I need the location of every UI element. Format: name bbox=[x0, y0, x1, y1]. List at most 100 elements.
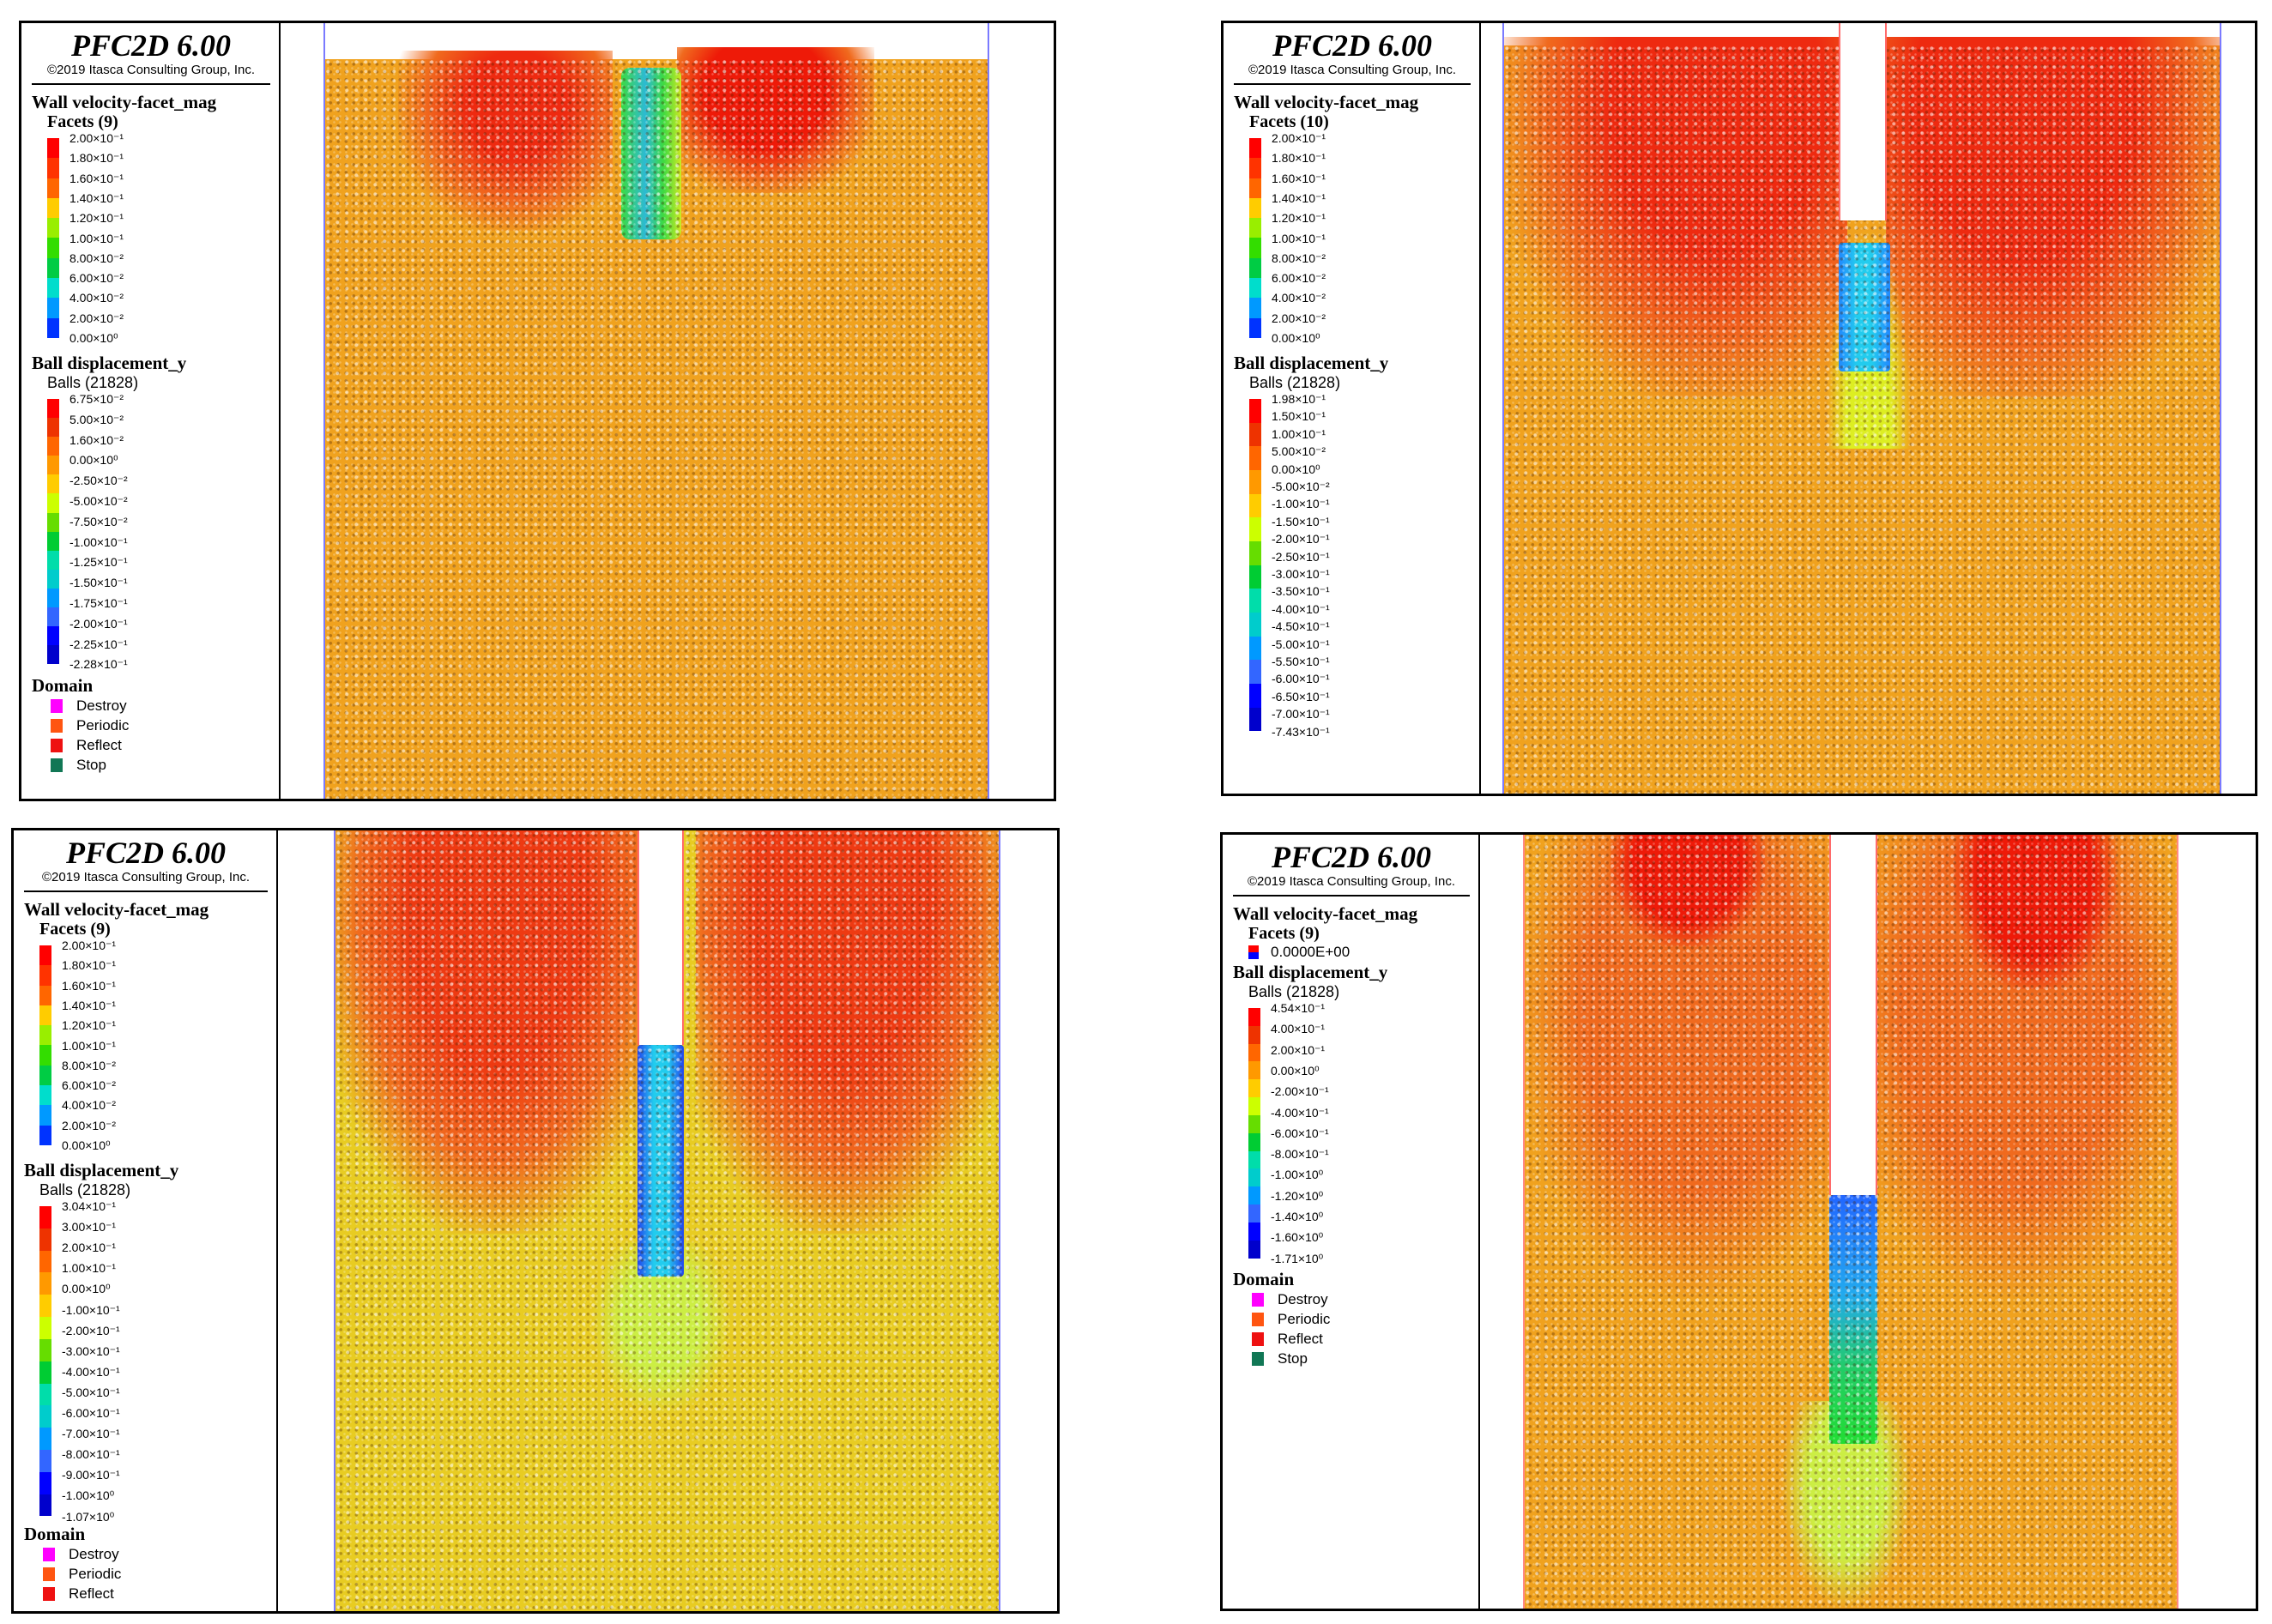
colorbar-tick-label: 1.60×10⁻¹ bbox=[1272, 171, 1326, 185]
colorbar-segment bbox=[1248, 1132, 1260, 1151]
heave-zone bbox=[677, 47, 874, 193]
domain-item-label: Destroy bbox=[76, 697, 127, 714]
colorbar-segment bbox=[47, 178, 59, 198]
colorbar-segment bbox=[1249, 470, 1261, 494]
colorbar-tick-label: -3.00×10⁻¹ bbox=[62, 1343, 120, 1358]
colorbar-tick-label: -2.50×10⁻² bbox=[69, 474, 128, 488]
copyright-text: ©2019 Itasca Consulting Group, Inc. bbox=[1247, 874, 1456, 889]
colorbar-segment bbox=[47, 493, 59, 513]
colorbar-tick-label: 2.00×10⁻² bbox=[69, 311, 124, 325]
colorbar-segment bbox=[47, 437, 59, 456]
colorbar-tick-label: -1.50×10⁻¹ bbox=[1272, 514, 1330, 528]
colorbar-tick-label: 0.00×10⁰ bbox=[1272, 462, 1320, 476]
colorbar-segment bbox=[1249, 399, 1261, 423]
domain-list: Destroy Periodic Reflect Stop bbox=[1233, 1289, 1470, 1368]
colorbar-tick-label: 6.00×10⁻² bbox=[62, 1078, 117, 1093]
ball-colorscale: 1.98×10⁻¹ 1.50×10⁻¹ 1.00×10⁻¹ 5.00×10⁻² 0.00… bbox=[1249, 392, 1471, 778]
colorbar-segment bbox=[1249, 589, 1261, 613]
colorbar-tick-label: -1.71×10⁰ bbox=[1271, 1251, 1324, 1265]
facet-colorscale: 2.00×10⁻¹ 1.80×10⁻¹ 1.60×10⁻¹ 1.40×10⁻¹ 1.20… bbox=[39, 939, 268, 1160]
domain-item: Periodic bbox=[24, 1564, 268, 1584]
colorbar-segment bbox=[1249, 613, 1261, 637]
colorbar-tick-label: 2.00×10⁻¹ bbox=[62, 939, 117, 952]
colorbar-segment bbox=[1249, 257, 1261, 279]
colorbar bbox=[1249, 138, 1261, 338]
model-domain bbox=[334, 830, 1000, 1611]
colorbar-segment bbox=[1248, 1097, 1260, 1115]
colorbar-tick-label: -7.43×10⁻¹ bbox=[1272, 724, 1330, 739]
colorbar-tick-label: -5.00×10⁻² bbox=[1272, 480, 1330, 493]
colorbar-segment bbox=[1248, 1150, 1260, 1169]
ball-displacement-label: Ball displacement_y bbox=[24, 1160, 179, 1180]
colorbar-tick-label: -9.00×10⁻¹ bbox=[62, 1468, 120, 1482]
colorbar-tick-label: -5.00×10⁻¹ bbox=[62, 1385, 120, 1399]
domain-item: Reflect bbox=[1233, 1329, 1470, 1349]
domain-swatch bbox=[51, 758, 63, 772]
colorbar-segment bbox=[1249, 278, 1261, 299]
colorbar-segment bbox=[39, 1065, 51, 1086]
domain-item-label: Reflect bbox=[76, 737, 122, 753]
colorbar-segment bbox=[39, 1361, 51, 1384]
legend-title: PFC2D 6.00 bbox=[1272, 28, 1432, 63]
colorbar-tick-label: 4.00×10⁻² bbox=[1272, 291, 1326, 305]
colorbar-tick-label: 3.00×10⁻¹ bbox=[62, 1220, 117, 1235]
divider bbox=[32, 83, 270, 85]
colorbar-segment bbox=[47, 588, 59, 608]
colorbar-tick-label: 1.80×10⁻¹ bbox=[62, 958, 117, 973]
domain-item: Reflect bbox=[24, 1584, 268, 1603]
colorbar-tick-label: 0.00×10⁰ bbox=[62, 1138, 111, 1152]
domain-swatch bbox=[43, 1567, 55, 1581]
colorbar-tick-label: 8.00×10⁻² bbox=[69, 251, 124, 265]
domain-item: Stop bbox=[1233, 1349, 1470, 1368]
colorbar-segment bbox=[39, 1295, 51, 1318]
colorbar-segment bbox=[47, 626, 59, 646]
domain-list: Destroy Periodic Reflect bbox=[24, 1544, 268, 1603]
legend-3: PFC2D 6.00 ©2019 Itasca Consulting Group… bbox=[14, 830, 278, 1611]
colorbar-segment bbox=[39, 1317, 51, 1339]
colorbar-tick-label: -2.00×10⁻¹ bbox=[69, 616, 128, 631]
colorbar-segment bbox=[39, 1250, 51, 1273]
domain-swatch bbox=[43, 1586, 55, 1601]
colorbar-tick-label: 2.00×10⁻¹ bbox=[1272, 131, 1326, 145]
colorbar-tick-label: 2.00×10⁻² bbox=[1272, 311, 1326, 325]
domain-item: Destroy bbox=[24, 1544, 268, 1564]
ball-colorscale: 6.75×10⁻² 5.00×10⁻² 1.60×10⁻² 0.00×10⁰ -2.50… bbox=[47, 392, 270, 675]
ball-colorscale: 4.54×10⁻¹ 4.00×10⁻¹ 2.00×10⁻¹ 0.00×10⁰ -2.00… bbox=[1248, 1001, 1470, 1269]
domain-swatch bbox=[1252, 1312, 1264, 1326]
domain-item: Destroy bbox=[1233, 1289, 1470, 1309]
wall-velocity-label: Wall velocity-facet_mag bbox=[24, 899, 209, 920]
domain-label: Domain bbox=[32, 675, 94, 696]
facets-label: Facets (9) bbox=[39, 920, 111, 939]
legend-2: PFC2D 6.00 ©2019 Itasca Consulting Group… bbox=[1224, 23, 1481, 794]
colorbar-segment bbox=[1248, 1168, 1260, 1187]
wall-velocity-label: Wall velocity-facet_mag bbox=[1234, 92, 1419, 112]
colorbar-tick-label: 2.00×10⁻¹ bbox=[69, 131, 124, 145]
colorbar-segment bbox=[1249, 317, 1261, 338]
simulation-view-4 bbox=[1480, 835, 2256, 1609]
settlement-zone bbox=[621, 68, 681, 239]
ball-displacement-label: Ball displacement_y bbox=[32, 353, 187, 373]
colorbar-tick-label: -6.50×10⁻¹ bbox=[1272, 689, 1330, 703]
colorbar-tick-label: 1.00×10⁻¹ bbox=[1272, 231, 1326, 245]
colorbar-tick-label: -5.00×10⁻¹ bbox=[1272, 637, 1330, 651]
colorbar-segment bbox=[1248, 1222, 1260, 1241]
domain-item-label: Periodic bbox=[1278, 1311, 1331, 1327]
colorbar-segment bbox=[39, 1005, 51, 1026]
colorbar-segment bbox=[1249, 636, 1261, 661]
colorbar-tick-label: 6.75×10⁻² bbox=[69, 392, 124, 406]
colorbar-tick-label: -1.75×10⁻¹ bbox=[69, 596, 128, 610]
colorbar-segment bbox=[1249, 660, 1261, 685]
panel-4: PFC2D 6.00 ©2019 Itasca Consulting Group… bbox=[1220, 832, 2258, 1611]
domain-item-label: Stop bbox=[1278, 1350, 1308, 1367]
colorbar-segment bbox=[1248, 1008, 1260, 1026]
colorbar-tick-label: -5.50×10⁻¹ bbox=[1272, 655, 1330, 668]
colorbar-segment bbox=[47, 645, 59, 665]
colorbar-segment bbox=[1248, 1061, 1260, 1080]
colorbar-tick-label: 5.00×10⁻² bbox=[69, 412, 124, 426]
colorbar-segment bbox=[47, 550, 59, 570]
colorbar-tick-label: 1.00×10⁻¹ bbox=[69, 231, 124, 245]
colorbar-segment bbox=[47, 298, 59, 318]
colorbar-segment bbox=[47, 278, 59, 299]
colorbar-tick-label: -7.50×10⁻² bbox=[69, 514, 128, 528]
balls-label: Balls (21828) bbox=[47, 374, 139, 391]
